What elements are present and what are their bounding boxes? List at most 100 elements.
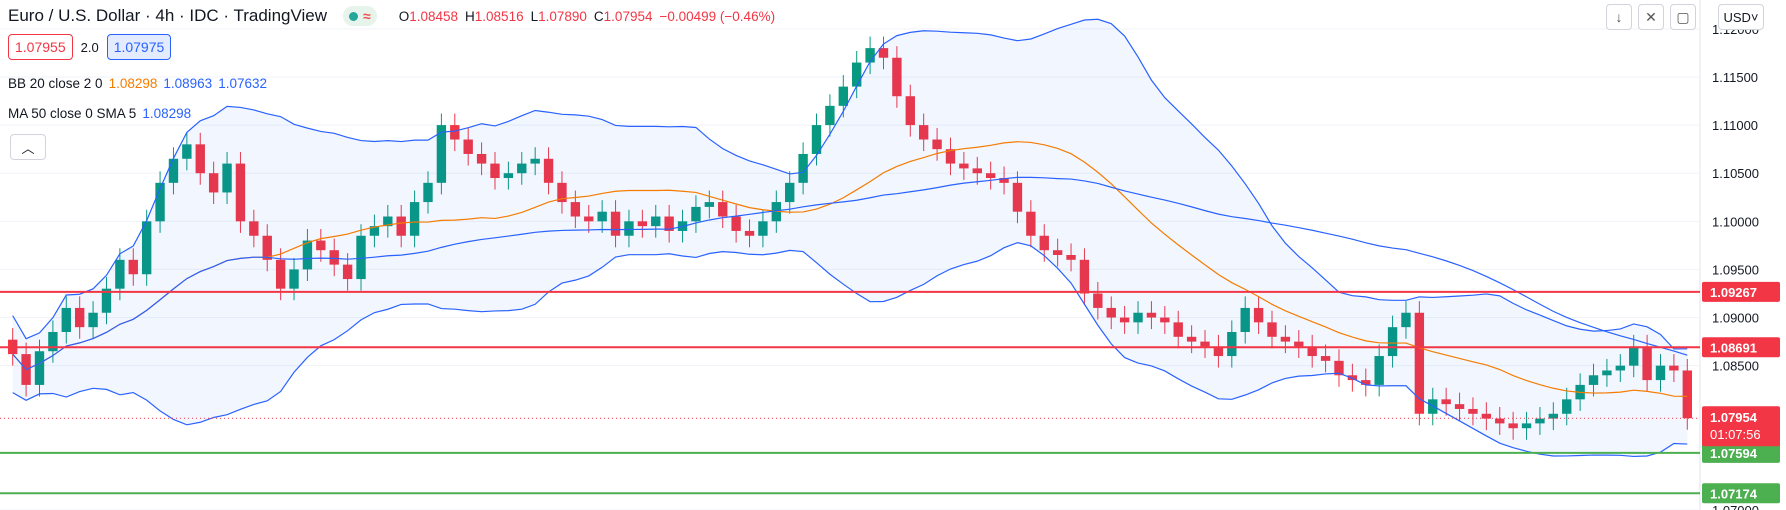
candle-body xyxy=(1079,259,1090,294)
candle-body xyxy=(1267,322,1277,337)
candle-body xyxy=(208,173,219,193)
collapse-legend-button[interactable]: ︿ xyxy=(10,134,46,160)
ma-value: 1.08298 xyxy=(142,106,192,121)
candle-body xyxy=(182,144,192,159)
candle-body xyxy=(1012,182,1023,212)
candle-body xyxy=(1615,365,1626,371)
candle-body xyxy=(1173,322,1183,337)
candle-body xyxy=(918,125,929,140)
candle-body xyxy=(275,259,286,289)
close-value: 1.07954 xyxy=(603,8,653,24)
candle-body xyxy=(1508,423,1518,429)
candle-body xyxy=(262,235,272,260)
candle-body xyxy=(1441,399,1451,405)
scroll-down-button[interactable]: ↓ xyxy=(1606,4,1632,30)
bollinger-upper-line xyxy=(12,18,1688,350)
open-value: 1.08458 xyxy=(409,8,459,24)
candle-body xyxy=(1334,360,1344,376)
price-tick-label: 1.08500 xyxy=(1712,359,1759,374)
candle-body xyxy=(1374,356,1384,385)
candle-body xyxy=(302,240,313,270)
market-status-badge[interactable]: ≈ xyxy=(343,6,377,26)
arrow-down-icon: ↓ xyxy=(1615,9,1623,25)
chevron-down-icon: ˅ xyxy=(1750,9,1759,25)
candle-body xyxy=(1361,380,1371,385)
candle-body xyxy=(1481,413,1492,419)
candle-body xyxy=(1186,336,1197,342)
candle-body xyxy=(1026,211,1036,236)
price-tick-label: 1.07000 xyxy=(1712,503,1759,510)
candle-body xyxy=(1066,255,1076,260)
bb-indicator-legend[interactable]: BB 20 close 2 0 1.08298 1.08963 1.07632 xyxy=(8,76,267,91)
candle-body xyxy=(838,86,848,106)
candle-body xyxy=(637,221,648,227)
sell-button[interactable]: 1.07955 xyxy=(8,34,73,60)
chevron-up-icon: ︿ xyxy=(21,140,35,156)
candle-body xyxy=(597,211,607,222)
candle-body xyxy=(476,153,487,164)
candle-body xyxy=(115,259,125,289)
candle-body xyxy=(168,158,179,183)
chart-header: Euro / U.S. Dollar · 4h · IDC · TradingV… xyxy=(8,6,775,26)
candle-body xyxy=(316,240,326,251)
spread-value: 2.0 xyxy=(80,39,99,55)
candle-body xyxy=(1682,370,1692,419)
candle-body xyxy=(691,206,701,222)
candle-body xyxy=(1347,375,1358,381)
level-label: 1.07174 xyxy=(1710,486,1758,501)
currency-label: USD xyxy=(1723,9,1751,25)
bb-upper-value: 1.08963 xyxy=(163,76,213,91)
fullscreen-button[interactable]: ▢ xyxy=(1670,4,1696,30)
candle-body xyxy=(48,331,58,352)
buy-button[interactable]: 1.07975 xyxy=(106,34,172,60)
candle-body xyxy=(624,221,634,236)
candle-body xyxy=(409,202,420,236)
candle-body xyxy=(1039,235,1049,251)
level-label: 1.07594 xyxy=(1710,446,1758,461)
candle-body xyxy=(128,259,138,275)
ma-indicator-legend[interactable]: MA 50 close 0 SMA 5 1.08298 xyxy=(8,106,191,121)
trade-panel: 1.07955 2.0 1.07975 xyxy=(8,34,172,60)
candle-body xyxy=(1414,312,1425,414)
candle-body xyxy=(825,105,835,126)
candle-body xyxy=(141,221,152,275)
price-tick-label: 1.11000 xyxy=(1712,118,1758,133)
currency-select[interactable]: USD ˅ xyxy=(1718,4,1764,30)
high-label: H xyxy=(465,8,475,24)
candle-body xyxy=(1133,312,1143,323)
candle-body xyxy=(865,48,875,63)
compress-icon: ✕ xyxy=(1645,8,1657,25)
candle-body xyxy=(543,158,554,183)
bb-lower-value: 1.07632 xyxy=(218,76,267,91)
candle-body xyxy=(744,230,755,236)
collapse-chart-button[interactable]: ✕ xyxy=(1638,4,1664,30)
candle-body xyxy=(1213,346,1224,357)
candle-body xyxy=(1401,312,1411,328)
level-label: 1.09267 xyxy=(1710,285,1757,300)
candle-body xyxy=(1052,250,1063,255)
ma-label: MA 50 close 0 SMA 5 xyxy=(8,106,137,121)
candle-body xyxy=(1307,346,1317,357)
candle-body xyxy=(651,216,661,227)
candle-body xyxy=(1320,356,1331,361)
candle-body xyxy=(1146,312,1157,318)
symbol-title[interactable]: Euro / U.S. Dollar · 4h · IDC · TradingV… xyxy=(8,6,328,25)
candle-body xyxy=(985,173,996,179)
open-label: O xyxy=(398,8,410,24)
candle-body xyxy=(1240,307,1250,332)
ohlc-readout: O1.08458 H1.08516 L1.07890 C1.07954 −0.0… xyxy=(399,9,775,24)
candle-body xyxy=(1119,317,1130,323)
candle-body xyxy=(1495,418,1505,424)
candle-body xyxy=(1655,365,1666,381)
candle-body xyxy=(222,163,232,193)
candle-body xyxy=(945,149,956,164)
bb-label: BB 20 close 2 0 xyxy=(8,76,103,91)
candle-body xyxy=(530,158,540,164)
candle-body xyxy=(1200,341,1210,347)
candle-body xyxy=(811,125,822,154)
candle-body xyxy=(1454,404,1465,409)
candle-body xyxy=(369,226,380,236)
candle-body xyxy=(1106,307,1116,318)
candle-body xyxy=(1548,413,1559,419)
